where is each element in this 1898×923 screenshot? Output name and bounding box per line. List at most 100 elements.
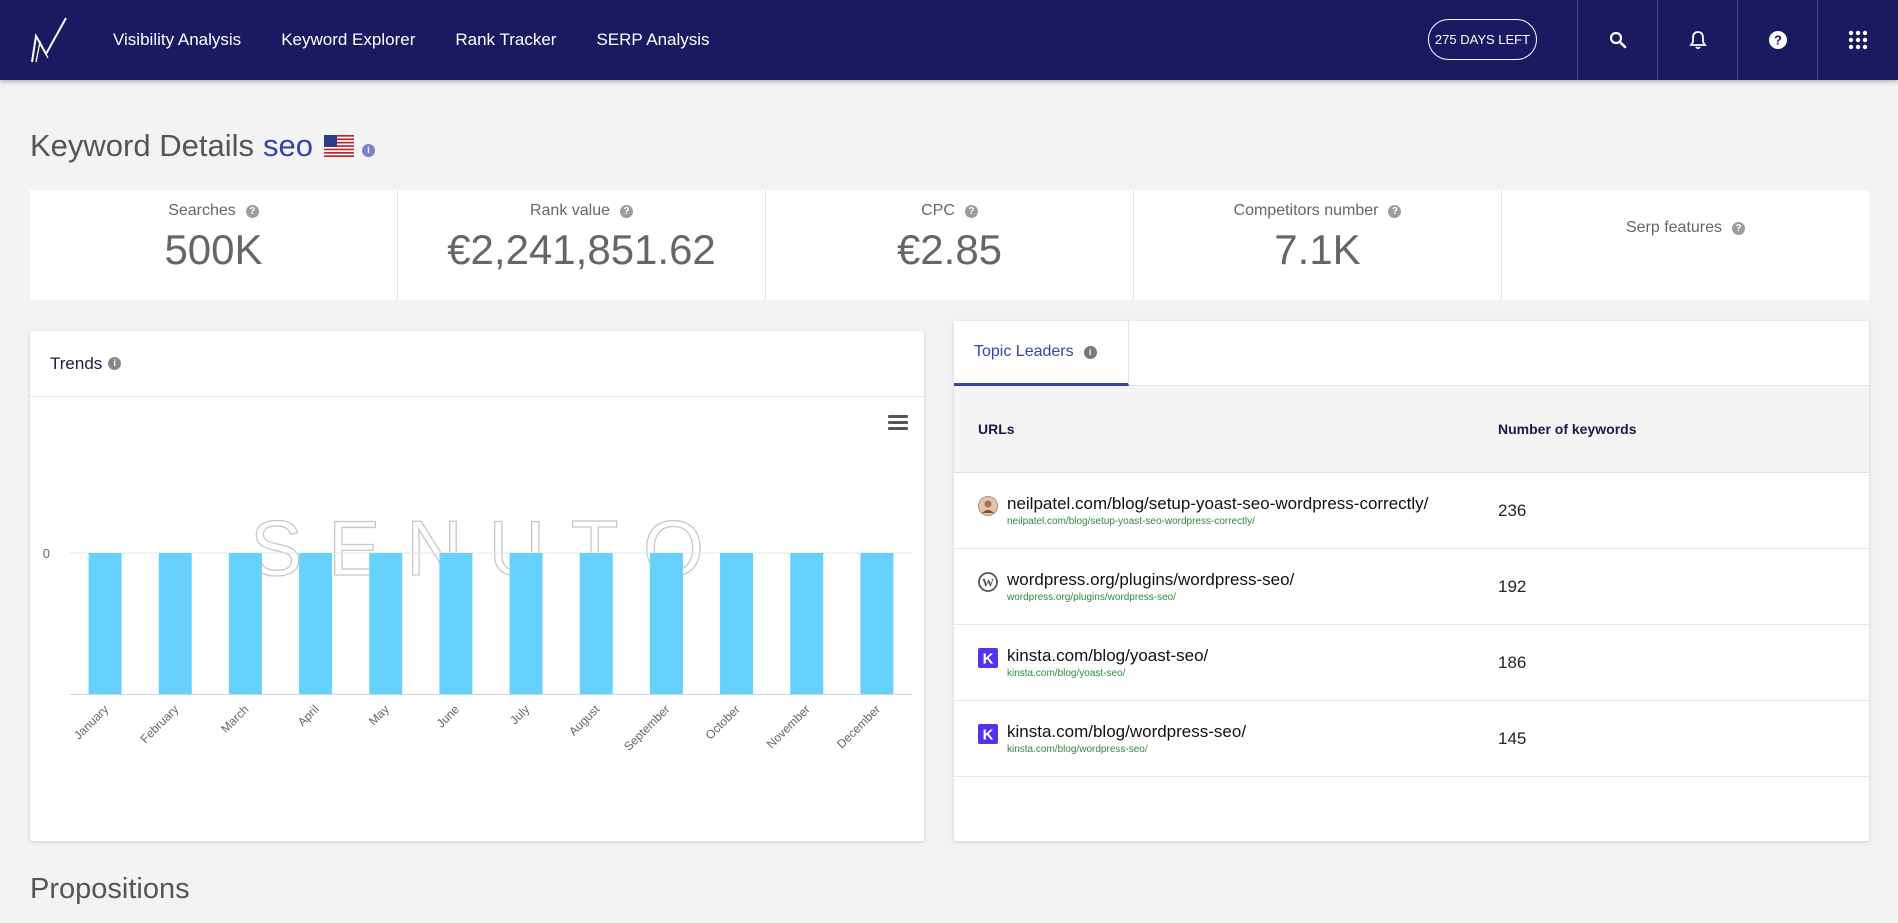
days-left-badge[interactable]: 275 DAYS LEFT xyxy=(1428,19,1537,60)
bar-july[interactable] xyxy=(509,553,543,694)
y-tick-label: 0 xyxy=(43,546,50,561)
bar-december[interactable] xyxy=(860,553,894,694)
help-icon[interactable]: ? xyxy=(620,204,634,218)
page-title: Keyword Details seo i xyxy=(30,128,375,164)
url-sublink[interactable]: neilpatel.com/blog/setup-yoast-seo-wordp… xyxy=(1007,516,1255,527)
bar-november[interactable] xyxy=(790,553,824,694)
url-sublink[interactable]: kinsta.com/blog/wordpress-seo/ xyxy=(1007,744,1148,755)
info-icon[interactable]: i xyxy=(1083,345,1097,359)
bar-october[interactable] xyxy=(720,553,754,694)
bar-february[interactable] xyxy=(158,553,192,694)
help-icon[interactable]: ? xyxy=(1388,204,1402,218)
x-tick-label: August xyxy=(566,702,603,739)
wordpress-icon: W xyxy=(978,572,998,592)
x-tick-label: December xyxy=(834,702,883,751)
apps-grid-icon xyxy=(1848,30,1867,50)
table-row: W wordpress.org/plugins/wordpress-seo/ w… xyxy=(954,549,1869,625)
stat-competitors: Competitors number? 7.1K xyxy=(1134,190,1502,300)
nav-rank-tracker[interactable]: Rank Tracker xyxy=(455,30,557,49)
help-icon[interactable]: ? xyxy=(1732,221,1746,235)
bar-march[interactable] xyxy=(228,553,262,694)
help-icon: ? xyxy=(1768,31,1787,49)
keyword-count: 186 xyxy=(1498,653,1527,672)
svg-text:?: ? xyxy=(1774,33,1782,48)
table-row: neilpatel.com/blog/setup-yoast-seo-wordp… xyxy=(954,473,1869,549)
stat-searches: Searches? 500K xyxy=(30,190,398,300)
url-link[interactable]: wordpress.org/plugins/wordpress-seo/ xyxy=(1007,570,1295,589)
search-button[interactable] xyxy=(1577,0,1657,80)
help-icon[interactable]: ? xyxy=(964,204,978,218)
x-tick-label: March xyxy=(218,702,251,735)
trends-card: Trends i SENUTO 0 January February March Ap… xyxy=(30,331,924,841)
stat-label: CPC xyxy=(921,202,955,219)
svg-text:W: W xyxy=(982,576,994,590)
page-title-text: Keyword Details xyxy=(30,128,254,163)
x-tick-label: October xyxy=(703,702,743,742)
tab-label: Topic Leaders xyxy=(974,343,1074,360)
topic-leaders-card: Topic Leaders i URLs Number of keywords … xyxy=(954,321,1869,841)
keyword-count: 236 xyxy=(1498,501,1527,520)
trends-title: Trends xyxy=(50,353,103,373)
bar-september[interactable] xyxy=(649,553,683,694)
info-icon[interactable]: i xyxy=(361,143,375,157)
kinsta-icon: K xyxy=(978,724,998,744)
kinsta-icon: K xyxy=(978,648,998,668)
main-nav: Visibility Analysis Keyword Explorer Ran… xyxy=(113,0,750,80)
url-link[interactable]: kinsta.com/blog/yoast-seo/ xyxy=(1007,646,1209,665)
keyword-count: 192 xyxy=(1498,577,1527,596)
notifications-button[interactable] xyxy=(1657,0,1737,80)
bar-april[interactable] xyxy=(299,553,333,694)
url-link[interactable]: kinsta.com/blog/wordpress-seo/ xyxy=(1007,722,1247,741)
trends-chart: SENUTO 0 January February March April May Jun… xyxy=(30,397,924,841)
column-header-urls[interactable]: URLs xyxy=(978,421,1015,437)
nav-keyword-explorer[interactable]: Keyword Explorer xyxy=(281,30,416,49)
x-tick-label: July xyxy=(507,702,532,727)
stat-label: Competitors number xyxy=(1233,202,1379,219)
stat-value: €2.85 xyxy=(896,226,1003,273)
nav-serp-analysis[interactable]: SERP Analysis xyxy=(596,30,710,49)
x-tick-label: November xyxy=(764,702,813,751)
help-button[interactable]: ? xyxy=(1737,0,1817,80)
bar-may[interactable] xyxy=(369,553,403,694)
bell-icon xyxy=(1688,31,1707,50)
keyword-term: seo xyxy=(262,128,313,163)
stat-serp-features: Serp features? xyxy=(1502,190,1869,300)
senuto-logo[interactable] xyxy=(26,14,74,66)
apps-button[interactable] xyxy=(1817,0,1897,80)
info-icon[interactable]: i xyxy=(108,357,122,370)
stat-cpc: CPC? €2.85 xyxy=(766,190,1134,300)
url-sublink[interactable]: kinsta.com/blog/yoast-seo/ xyxy=(1007,668,1126,679)
search-icon xyxy=(1609,31,1626,49)
svg-text:K: K xyxy=(983,727,994,744)
stat-label: Rank value xyxy=(529,202,611,219)
bar-august[interactable] xyxy=(579,553,613,694)
stat-rank-value: Rank value? €2,241,851.62 xyxy=(398,190,766,300)
url-link[interactable]: neilpatel.com/blog/setup-yoast-seo-wordp… xyxy=(1007,494,1429,513)
x-tick-label: January xyxy=(71,702,111,742)
stat-value: 7.1K xyxy=(1274,226,1361,273)
propositions-heading: Propositions xyxy=(30,873,190,905)
x-tick-label: May xyxy=(366,702,392,728)
stats-row: Searches? 500K Rank value? €2,241,851.62… xyxy=(30,190,1869,300)
help-icon[interactable]: ? xyxy=(245,204,259,218)
us-flag-icon xyxy=(323,135,354,157)
bar-january[interactable] xyxy=(88,553,122,694)
chart-menu-button[interactable] xyxy=(888,415,908,431)
bar-june[interactable] xyxy=(439,553,473,694)
keyword-count: 145 xyxy=(1498,729,1527,748)
nav-visibility-analysis[interactable]: Visibility Analysis xyxy=(113,30,242,49)
x-tick-label: September xyxy=(621,702,672,753)
trends-header: Trends i xyxy=(30,331,924,397)
table-row: K kinsta.com/blog/wordpress-seo/ kinsta.… xyxy=(954,701,1869,777)
x-tick-label: April xyxy=(295,702,322,729)
stat-label: Searches xyxy=(168,202,236,219)
tab-topic-leaders[interactable]: Topic Leaders i xyxy=(954,321,1129,386)
tabs: Topic Leaders i xyxy=(954,321,1869,386)
x-tick-label: June xyxy=(434,702,463,731)
column-header-keywords[interactable]: Number of keywords xyxy=(1498,421,1637,437)
top-navbar: Visibility Analysis Keyword Explorer Ran… xyxy=(0,0,1898,80)
table-header: URLs Number of keywords xyxy=(954,386,1869,473)
chart-svg: SENUTO 0 January February March April May Jun… xyxy=(43,503,912,754)
svg-text:K: K xyxy=(983,651,994,668)
url-sublink[interactable]: wordpress.org/plugins/wordpress-seo/ xyxy=(1007,592,1176,603)
